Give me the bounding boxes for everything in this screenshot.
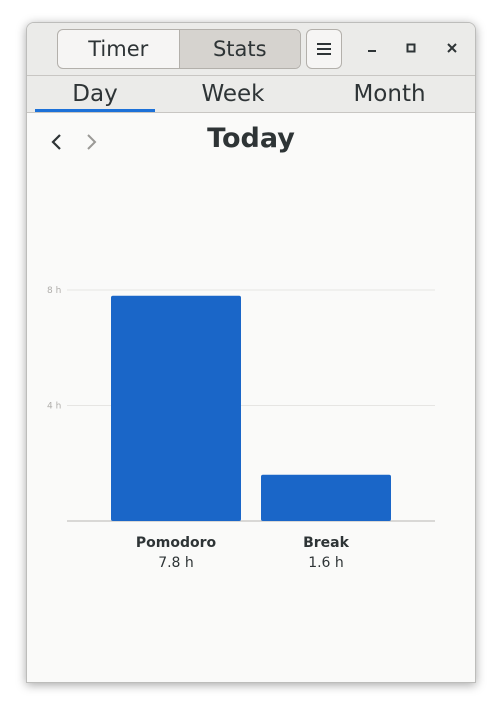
chevron-left-icon[interactable]	[47, 131, 67, 153]
stats-button[interactable]: Stats	[178, 30, 300, 68]
tab-week[interactable]: Week	[173, 76, 293, 112]
timer-button[interactable]: Timer	[88, 37, 149, 61]
value-label: 1.6 h	[308, 555, 344, 571]
page-title: Today	[207, 123, 295, 154]
category-label: Pomodoro	[136, 535, 217, 551]
hamburger-menu-icon	[317, 43, 331, 55]
stats-bar-chart: 4 h 8 h Pomodoro 7.8 h Break 1.6 h	[47, 286, 435, 571]
bar-pomodoro	[111, 295, 241, 521]
tab-week-label: Week	[201, 81, 265, 107]
y-tick-label: 8 h	[47, 286, 61, 296]
value-label: 7.8 h	[158, 555, 194, 571]
bar-break	[261, 474, 391, 521]
period-tabs: Day Week Month	[27, 76, 475, 113]
header-bar: Timer Stats	[27, 23, 475, 76]
minimize-button[interactable]	[361, 37, 383, 59]
main-menu-button[interactable]	[306, 29, 342, 69]
view-switcher: Timer Stats	[57, 29, 301, 69]
tab-month-label: Month	[353, 81, 426, 107]
maximize-button[interactable]	[400, 37, 422, 59]
active-tab-indicator	[35, 109, 155, 112]
minimize-icon	[368, 50, 376, 52]
tab-day-label: Day	[72, 81, 118, 107]
maximize-icon	[406, 43, 416, 53]
category-label: Break	[303, 535, 350, 551]
close-icon	[447, 43, 457, 53]
tab-day[interactable]: Day	[35, 76, 155, 112]
close-button[interactable]	[441, 37, 463, 59]
app-window: Timer Stats Day	[26, 22, 476, 683]
tab-month[interactable]: Month	[327, 76, 452, 112]
y-tick-label: 4 h	[47, 402, 61, 412]
chevron-right-icon[interactable]	[81, 131, 101, 153]
